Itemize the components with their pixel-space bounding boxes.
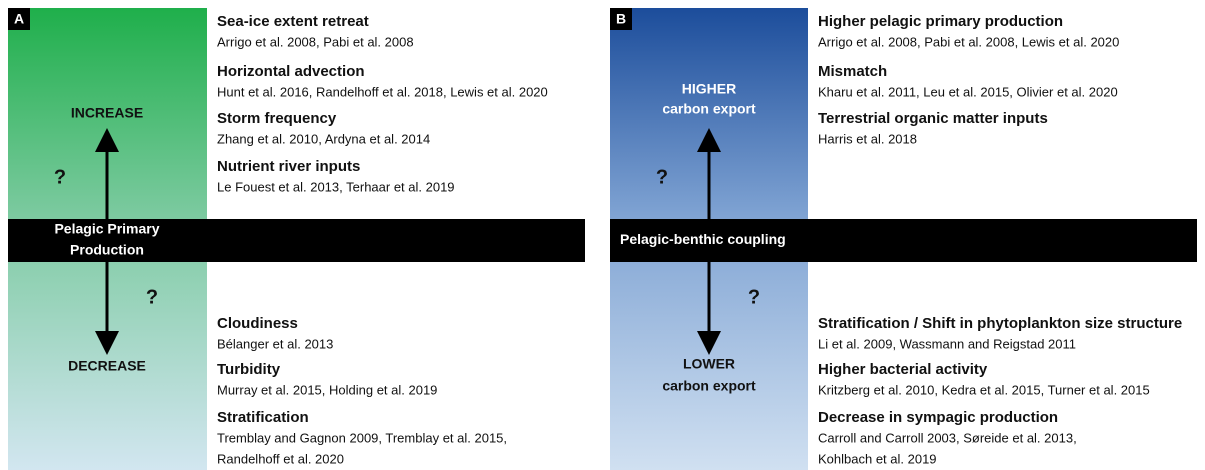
driver-title: Decrease in sympagic production [818,409,1058,426]
down-label: LOWER [683,356,735,372]
panel-letter: A [14,11,24,27]
panel-letter: B [616,11,626,27]
driver-refs: Hunt et al. 2016, Randelhoff et al. 2018… [217,84,548,99]
driver-refs: Li et al. 2009, Wassmann and Reigstad 20… [818,336,1076,351]
driver-refs: Arrigo et al. 2008, Pabi et al. 2008, Le… [818,34,1119,49]
driver-refs: Bélanger et al. 2013 [217,336,333,351]
driver-refs: Kritzberg et al. 2010, Kedra et al. 2015… [818,382,1150,397]
driver-title: Stratification / Shift in phytoplankton … [818,315,1182,332]
up-label: HIGHER [682,81,736,97]
bar-label: Pelagic-benthic coupling [620,231,786,247]
driver-refs: Le Fouest et al. 2013, Terhaar et al. 20… [217,179,455,194]
driver-refs: Randelhoff et al. 2020 [217,451,344,466]
driver-title: Higher pelagic primary production [818,13,1063,30]
coupling-bar [8,219,585,262]
driver-refs: Carroll and Carroll 2003, Søreide et al.… [818,430,1077,445]
driver-refs: Harris et al. 2018 [818,131,917,146]
driver-refs: Kharu et al. 2011, Leu et al. 2015, Oliv… [818,84,1118,99]
driver-refs: Murray et al. 2015, Holding et al. 2019 [217,382,437,397]
driver-title: Horizontal advection [217,63,365,80]
driver-title: Turbidity [217,361,281,378]
driver-refs: Kohlbach et al. 2019 [818,451,937,466]
down-label: DECREASE [68,358,146,374]
down-label: carbon export [662,378,756,394]
driver-refs: Zhang et al. 2010, Ardyna et al. 2014 [217,131,430,146]
driver-refs: Tremblay and Gagnon 2009, Tremblay et al… [217,430,507,445]
question-mark: ? [146,286,158,308]
up-label: INCREASE [71,105,143,121]
driver-title: Higher bacterial activity [818,361,988,378]
driver-title: Nutrient river inputs [217,158,360,175]
question-mark: ? [656,166,668,188]
question-mark: ? [54,166,66,188]
coupling-bar [610,219,1197,262]
bar-label: Production [70,242,144,258]
up-label: carbon export [662,101,756,117]
bar-label: Pelagic Primary [54,221,159,237]
driver-title: Sea-ice extent retreat [217,13,369,30]
question-mark: ? [748,286,760,308]
driver-title: Storm frequency [217,110,337,127]
driver-title: Terrestrial organic matter inputs [818,110,1048,127]
driver-title: Stratification [217,409,309,426]
driver-refs: Arrigo et al. 2008, Pabi et al. 2008 [217,34,414,49]
driver-title: Mismatch [818,63,887,80]
driver-title: Cloudiness [217,315,298,332]
panel-letter-box [610,8,632,30]
panel-letter-box [8,8,30,30]
